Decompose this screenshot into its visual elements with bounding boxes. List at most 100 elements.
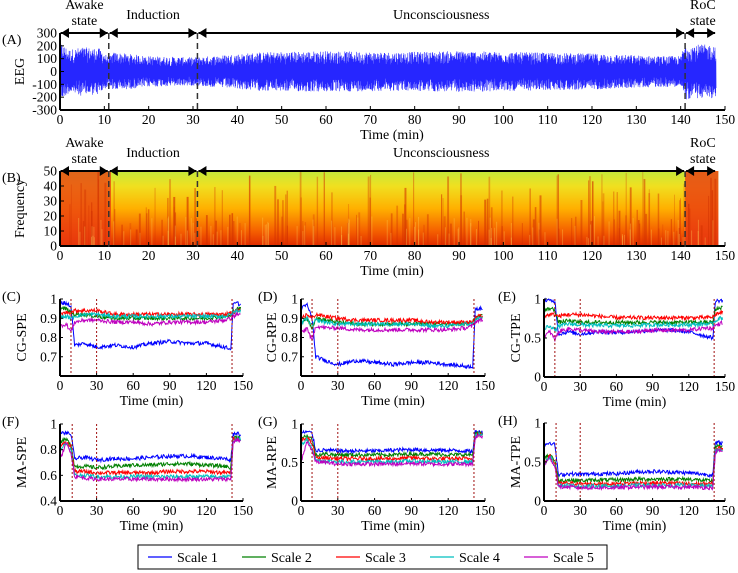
panel-h: 0 30 60 90 120 150 0 0.5 1 Time (min) MA-TPE (H) <box>498 414 735 534</box>
spectrogram-speck <box>590 224 592 246</box>
spectrogram-speck <box>544 232 546 246</box>
spectrogram-stripe <box>138 213 141 246</box>
spectrogram-speck <box>180 233 182 246</box>
spectrogram-stripe <box>711 190 714 246</box>
x-tick-label: 90 <box>163 503 177 518</box>
x-tick-label: 0 <box>298 378 305 393</box>
spectrogram-stripe <box>616 192 618 246</box>
spectrogram-speck <box>390 232 392 246</box>
spectrogram-stripe <box>248 175 251 246</box>
series-line-scale-1 <box>543 439 723 479</box>
x-axis-label: Time (min) <box>360 264 424 279</box>
x-tick-label: 20 <box>142 248 156 263</box>
spectrogram-speck <box>678 233 680 246</box>
phase-label-awake: Awake <box>65 136 103 151</box>
series-line-scale-2 <box>543 443 723 484</box>
x-tick-label: 60 <box>368 378 382 393</box>
spectrogram-stripe <box>369 197 372 246</box>
y-tick-label: 0 <box>50 239 57 254</box>
panel-f: 0 30 60 90 120 150 0.4 0.6 0.8 1 Time (min) MA-SPE (… <box>2 415 253 534</box>
spectrogram-stripe <box>402 213 404 246</box>
series-line-scale-5 <box>59 311 241 333</box>
spectrogram-stripe <box>221 190 223 246</box>
x-tick-label: 90 <box>163 378 177 393</box>
series-line-scale-2 <box>59 434 241 471</box>
series-line-scale-2 <box>300 430 483 459</box>
y-tick-label: 0.8 <box>40 442 57 457</box>
x-tick-label: 30 <box>90 503 104 518</box>
spectrogram-speck <box>93 237 95 246</box>
spectrogram-stripe <box>680 198 681 246</box>
y-tick-label: 0.7 <box>281 349 298 364</box>
spectrogram-stripe <box>390 213 393 246</box>
x-tick-label: 120 <box>582 112 603 127</box>
spectrogram-speck <box>334 227 336 246</box>
spectrogram-stripe <box>113 181 115 246</box>
series-line-scale-5 <box>543 320 723 343</box>
x-tick-label: 80 <box>408 112 422 127</box>
spectrogram-stripe <box>186 196 189 246</box>
spectrogram-speck <box>496 221 498 246</box>
y-axis-label: MA-TPE <box>509 436 524 488</box>
spectrogram-speck <box>623 234 625 246</box>
spectrogram-stripe <box>299 171 302 246</box>
x-tick-label: 60 <box>126 378 140 393</box>
eeg-trace <box>59 42 717 100</box>
spectrogram-stripe <box>316 176 319 246</box>
spectrogram-speck <box>264 224 266 246</box>
spectrogram-speck <box>194 232 196 246</box>
series-line-scale-1 <box>300 302 483 370</box>
y-tick-label: 0.8 <box>281 330 298 345</box>
spectrogram-speck <box>240 230 242 246</box>
series-line-scale-5 <box>543 447 723 491</box>
x-tick-label: 10 <box>98 112 112 127</box>
y-tick-label: 1 <box>50 292 57 307</box>
spectrogram-stripe <box>286 190 288 246</box>
spectrogram-stripe <box>196 218 198 246</box>
y-tick-label: 1 <box>534 292 541 307</box>
x-tick-label: 30 <box>90 378 104 393</box>
x-tick-label: 30 <box>573 503 587 518</box>
x-tick-label: 70 <box>364 248 378 263</box>
y-axis-label: MA-RPE <box>265 436 280 489</box>
spectrogram-speck <box>704 237 706 246</box>
spectrogram-speck <box>91 236 93 246</box>
spectrogram-stripe <box>331 192 333 246</box>
spectrogram-stripe <box>347 203 350 246</box>
spectrogram-stripe <box>708 195 710 246</box>
spectrogram-speck <box>586 236 588 246</box>
spectrogram-speck <box>186 230 188 246</box>
spectrogram-stripe <box>700 225 703 246</box>
spectrogram-stripe <box>484 199 487 246</box>
spectrogram-speck <box>331 220 333 246</box>
spectrogram-speck <box>597 236 599 246</box>
x-tick-label: 150 <box>715 379 736 394</box>
spectrogram-speck <box>262 235 264 246</box>
spectrogram-speck <box>371 216 373 246</box>
spectrogram-stripe <box>678 227 681 246</box>
x-axis-label: Time (min) <box>361 394 425 409</box>
y-axis-label: MA-SPE <box>15 437 30 488</box>
spectrogram-speck <box>296 226 298 246</box>
spectrogram-stripe <box>688 208 691 246</box>
spectrogram-stripe <box>670 219 672 246</box>
spectrogram-stripe <box>512 196 514 246</box>
spectrogram-speck <box>587 238 589 246</box>
spectrogram-stripe <box>70 184 72 246</box>
spectrogram-speck <box>529 234 531 246</box>
panel-g: 0 30 60 90 120 150 0 0.5 1 Time (min) MA-RPE (G) <box>258 415 495 534</box>
series-line-scale-4 <box>543 448 723 490</box>
x-axis-label: Time (min) <box>603 395 667 410</box>
spectrogram-stripe <box>146 213 148 246</box>
legend-label-scale-5: Scale 5 <box>553 551 594 566</box>
phase-label-awake: Awake <box>65 0 103 13</box>
spectrogram-speck <box>650 229 652 246</box>
spectrogram-speck <box>302 231 304 246</box>
x-tick-label: 0 <box>298 503 305 518</box>
x-tick-label: 120 <box>679 503 700 518</box>
spectrogram-stripe <box>167 197 169 246</box>
spectrogram-speck <box>312 219 314 246</box>
legend-label-scale-3: Scale 3 <box>365 551 406 566</box>
panel-label: (H) <box>498 414 518 429</box>
spectrogram-speck <box>712 220 714 246</box>
